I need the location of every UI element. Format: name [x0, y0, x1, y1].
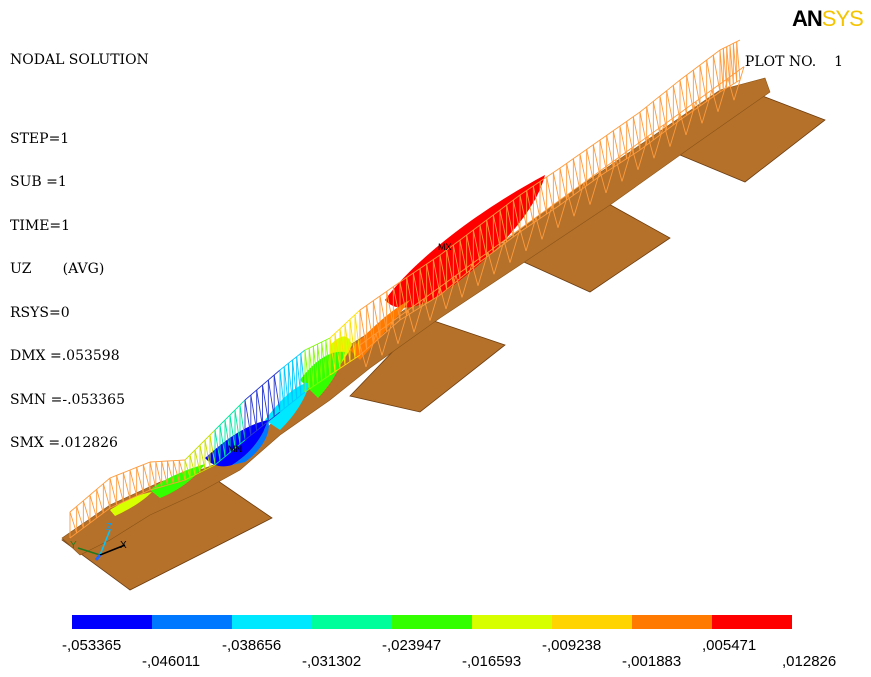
- axis-x-label: X: [120, 540, 127, 551]
- plot-number: PLOT NO. 1: [736, 38, 843, 70]
- axis-z-label: Z: [106, 522, 112, 533]
- legend-label-2: -,038656: [222, 637, 281, 654]
- legend-swatch-2: [232, 615, 312, 629]
- legend-swatch-1: [152, 615, 232, 629]
- info-line-sub: SUB =1: [10, 175, 149, 190]
- color-legend: -,053365-,046011-,038656-,031302-,023947…: [72, 615, 871, 677]
- info-line-step: STEP=1: [10, 132, 149, 147]
- legend-label-3: -,031302: [302, 653, 361, 670]
- truss-lattice: [70, 40, 744, 538]
- axis-y-label: Y: [70, 540, 77, 551]
- info-line-smx: SMX =.012826: [10, 436, 149, 451]
- legend-swatch-8: [712, 615, 792, 629]
- legend-label-5: -,016593: [462, 653, 521, 670]
- info-line-dmx: DMX =.053598: [10, 349, 149, 364]
- logo-part-1: AN: [792, 6, 822, 31]
- legend-label-4: -,023947: [382, 637, 441, 654]
- legend-swatch-0: [72, 615, 152, 629]
- info-line-uz: UZ (AVG): [10, 262, 149, 277]
- legend-label-1: -,046011: [142, 653, 200, 670]
- legend-label-9: ,012826: [782, 653, 836, 670]
- info-line-time: TIME=1: [10, 219, 149, 234]
- legend-swatch-5: [472, 615, 552, 629]
- legend-swatch-3: [312, 615, 392, 629]
- legend-swatch-7: [632, 615, 712, 629]
- legend-label-6: -,009238: [542, 637, 601, 654]
- info-line-rsys: RSYS=0: [10, 306, 149, 321]
- logo-part-2: SYS: [822, 6, 863, 31]
- plot-number-label: PLOT NO.: [745, 54, 816, 70]
- max-marker: MX: [438, 242, 452, 252]
- info-title: NODAL SOLUTION: [10, 53, 149, 68]
- min-marker: MN: [228, 444, 242, 454]
- legend-labels: -,053365-,046011-,038656-,031302-,023947…: [72, 637, 871, 677]
- legend-label-8: ,005471: [702, 637, 756, 654]
- plot-number-value: 1: [834, 54, 843, 70]
- solution-info: NODAL SOLUTION STEP=1 SUB =1 TIME=1 UZ (…: [10, 24, 149, 465]
- ansys-logo: ANSYS: [792, 6, 863, 32]
- legend-bar: [72, 615, 794, 633]
- legend-label-0: -,053365: [62, 637, 121, 654]
- legend-swatch-6: [552, 615, 632, 629]
- legend-label-7: -,001883: [622, 653, 681, 670]
- legend-swatch-4: [392, 615, 472, 629]
- info-line-smn: SMN =-.053365: [10, 393, 149, 408]
